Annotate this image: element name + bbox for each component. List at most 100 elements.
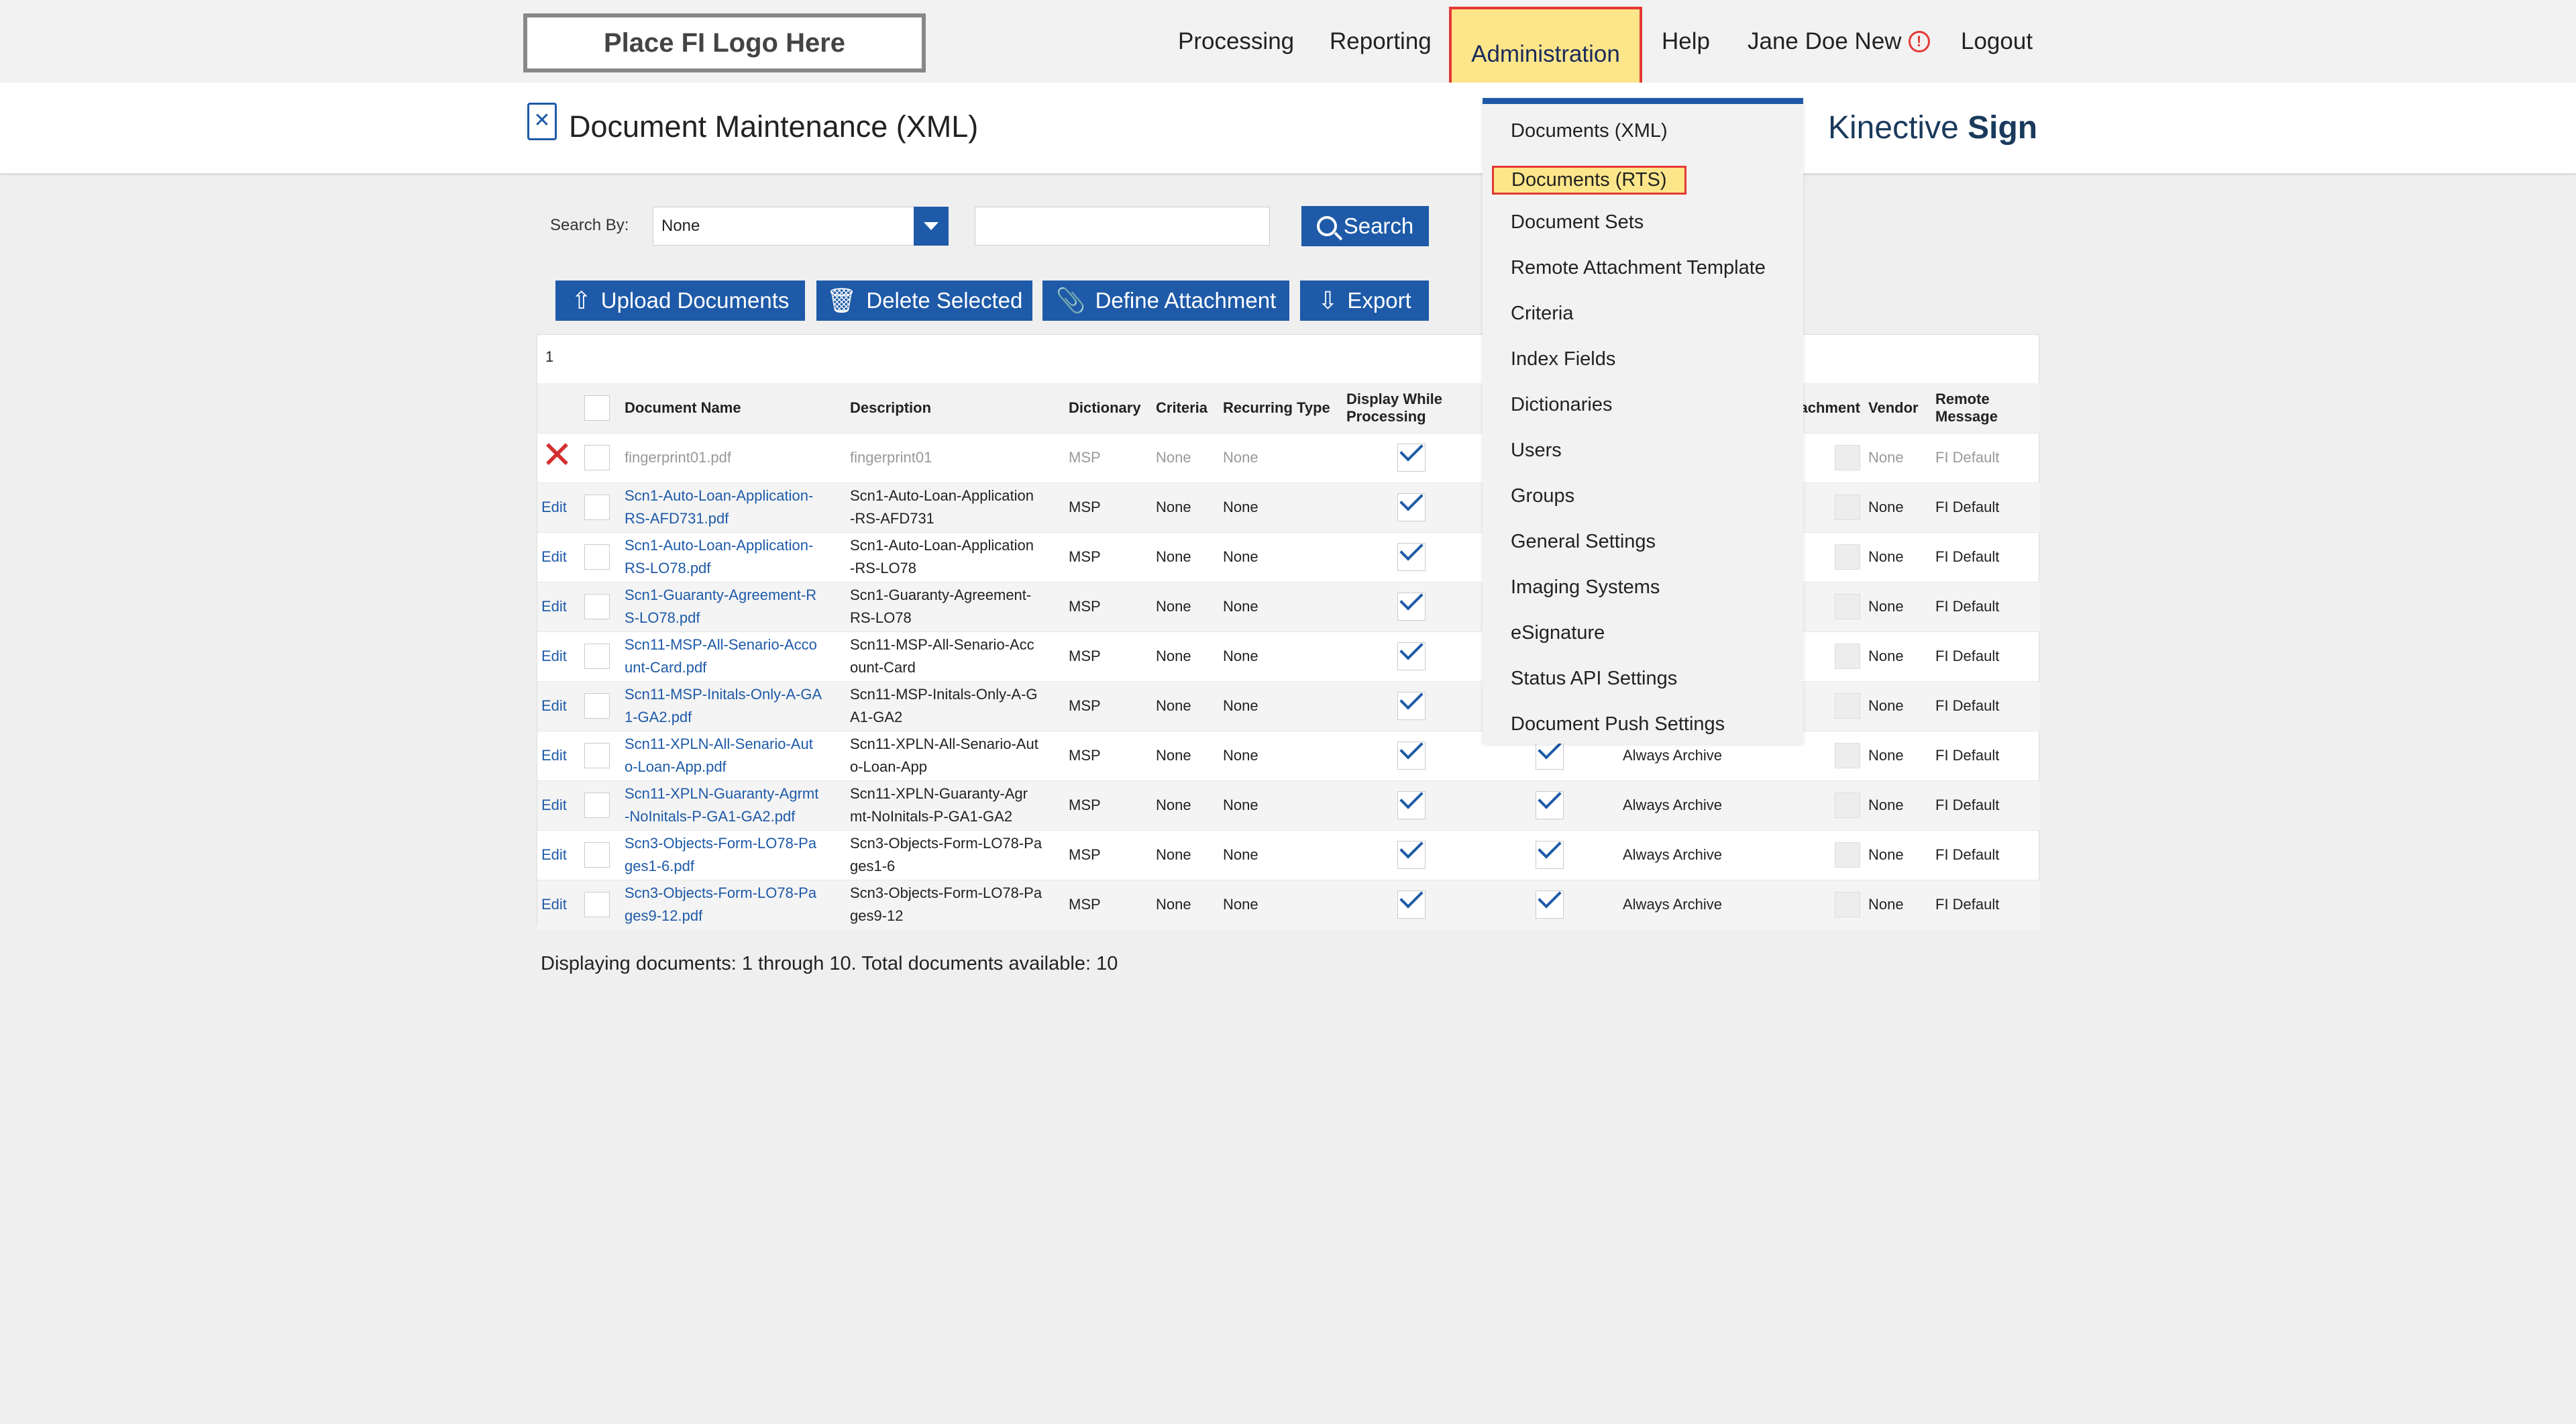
document-name[interactable]: Scn1-Auto-Loan-Application- RS-LO78.pdf	[621, 531, 846, 582]
edit-link[interactable]: Edit	[537, 730, 580, 780]
menu-item-documents-xml[interactable]: Documents (XML)	[1511, 120, 1668, 142]
vendor: None	[1864, 780, 1931, 830]
menu-item-document-push-settings[interactable]: Document Push Settings	[1511, 713, 1725, 735]
dictionary: MSP	[1065, 680, 1152, 731]
nav-reporting[interactable]: Reporting	[1330, 28, 1432, 54]
document-name[interactable]: Scn3-Objects-Form-LO78-Pa ges9-12.pdf	[621, 879, 846, 929]
display-while-processing	[1342, 829, 1481, 880]
pagination-summary: Displaying documents: 1 through 10. Tota…	[541, 953, 1118, 974]
menu-item-esignature[interactable]: eSignature	[1511, 622, 1605, 644]
menu-item-groups[interactable]: Groups	[1511, 485, 1575, 507]
row-checkbox[interactable]	[584, 892, 610, 918]
dictionary: MSP	[1065, 780, 1152, 830]
document-name[interactable]: Scn1-Auto-Loan-Application- RS-AFD731.pdf	[621, 482, 846, 532]
row-checkbox[interactable]	[584, 445, 610, 470]
search-by-select[interactable]: None	[653, 207, 948, 246]
delete-selected-button[interactable]: 🗑 Delete Selected	[816, 281, 1032, 321]
menu-item-document-sets[interactable]: Document Sets	[1511, 211, 1644, 233]
header-remote-message[interactable]: Remote Message	[1931, 383, 2040, 433]
export-button[interactable]: ⇩ Export	[1300, 281, 1429, 321]
menu-item-index-fields[interactable]: Index Fields	[1511, 348, 1616, 370]
remote-message: FI Default	[1931, 581, 2040, 631]
recurring-type: None	[1219, 581, 1342, 631]
chevron-down-icon[interactable]	[914, 207, 949, 246]
edit-link[interactable]: Edit	[537, 680, 580, 731]
menu-item-general-settings[interactable]: General Settings	[1511, 531, 1656, 552]
menu-item-documents-rts[interactable]: Documents (RTS)	[1492, 166, 1686, 195]
close-icon[interactable]: ✕	[541, 433, 573, 476]
remove-cell[interactable]: ✕	[537, 432, 580, 482]
header-select-all[interactable]	[580, 383, 621, 433]
nav-processing[interactable]: Processing	[1178, 28, 1295, 54]
header-description[interactable]: Description	[846, 383, 1065, 433]
brand-logo: Kinective Sign	[1828, 109, 2037, 146]
menu-item-criteria[interactable]: Criteria	[1511, 303, 1574, 324]
search-button[interactable]: Search	[1301, 206, 1429, 246]
row-checkbox[interactable]	[584, 842, 610, 868]
row-checkbox[interactable]	[584, 495, 610, 520]
row-checkbox[interactable]	[584, 544, 610, 570]
description-line2: A1-GA2	[850, 709, 903, 725]
trash-icon: 🗑	[826, 287, 857, 314]
header-dictionary[interactable]: Dictionary	[1065, 383, 1152, 433]
header-display-while-processing[interactable]: Display While Processing	[1342, 383, 1481, 433]
document-name-line2: ges9-12.pdf	[625, 907, 703, 925]
nav-help[interactable]: Help	[1662, 28, 1710, 54]
table-row: Edit Scn1-Auto-Loan-Application- RS-LO78.…	[537, 531, 2040, 582]
menu-item-users[interactable]: Users	[1511, 440, 1562, 461]
description: Scn11-MSP-Initals-Only-A-G A1-GA2	[846, 680, 1065, 731]
menu-item-remote-attachment-template[interactable]: Remote Attachment Template	[1511, 257, 1766, 278]
row-checkbox[interactable]	[584, 594, 610, 619]
pager[interactable]: 1	[545, 348, 554, 365]
select-all-checkbox[interactable]	[584, 395, 610, 421]
edit-link[interactable]: Edit	[537, 581, 580, 631]
define-attachment-button[interactable]: 📎 Define Attachment	[1042, 281, 1289, 321]
document-name[interactable]: Scn11-XPLN-All-Senario-Aut o-Loan-App.pdf	[621, 730, 846, 780]
description-line2: ges9-12	[850, 907, 904, 925]
edit-link[interactable]: Edit	[537, 780, 580, 830]
edit-link[interactable]: Edit	[537, 531, 580, 582]
check-icon	[1536, 785, 1564, 819]
header-document-name[interactable]: Document Name	[621, 383, 846, 433]
dictionary: MSP	[1065, 432, 1152, 482]
document-name[interactable]: Scn3-Objects-Form-LO78-Pa ges1-6.pdf	[621, 829, 846, 880]
document-name[interactable]: Scn11-MSP-Initals-Only-A-GA 1-GA2.pdf	[621, 680, 846, 731]
edit-link[interactable]: Edit	[537, 829, 580, 880]
document-name[interactable]: Scn1-Guaranty-Agreement-R S-LO78.pdf	[621, 581, 846, 631]
header-vendor[interactable]: Vendor	[1864, 383, 1931, 433]
edit-link[interactable]: Edit	[537, 631, 580, 681]
logo-placeholder[interactable]: Place FI Logo Here	[523, 13, 926, 72]
menu-item-status-api-settings[interactable]: Status API Settings	[1511, 668, 1678, 689]
paperclip-icon: 📎	[1055, 287, 1086, 314]
nav-logout[interactable]: Logout	[1961, 28, 2033, 54]
check-icon	[1397, 686, 1426, 720]
search-input[interactable]	[975, 207, 1270, 246]
edit-link[interactable]: Edit	[537, 482, 580, 532]
row-checkbox[interactable]	[584, 743, 610, 768]
row-checkbox[interactable]	[584, 693, 610, 719]
search-by-label: Search By:	[550, 216, 629, 234]
row-checkbox[interactable]	[584, 793, 610, 818]
document-name[interactable]: Scn11-XPLN-Guaranty-Agrmt -NoInitals-P-GA…	[621, 780, 846, 830]
menu-item-imaging-systems[interactable]: Imaging Systems	[1511, 576, 1660, 598]
check-icon	[1397, 735, 1426, 770]
header-remote-line1: Remote	[1935, 390, 1990, 407]
header-attachment[interactable]: achment	[1793, 383, 1864, 433]
display-while-processing	[1342, 482, 1481, 532]
header-remote-line2: Message	[1935, 407, 1998, 425]
document-name-line1: Scn11-MSP-All-Senario-Acco	[625, 636, 817, 653]
row-checkbox[interactable]	[584, 644, 610, 669]
header-criteria[interactable]: Criteria	[1152, 383, 1219, 433]
nav-user[interactable]: Jane Doe New !	[1748, 0, 1930, 83]
document-name[interactable]: Scn11-MSP-All-Senario-Acco unt-Card.pdf	[621, 631, 846, 681]
edit-link[interactable]: Edit	[537, 879, 580, 929]
attachment	[1793, 780, 1864, 830]
upload-documents-button[interactable]: ⇧ Upload Documents	[555, 281, 805, 321]
document-name-line1: Scn11-MSP-Initals-Only-A-GA	[625, 686, 822, 703]
check-icon	[1397, 587, 1426, 621]
attachment	[1793, 829, 1864, 880]
header-recurring-type[interactable]: Recurring Type	[1219, 383, 1342, 433]
recurring-type: None	[1219, 879, 1342, 929]
menu-item-dictionaries[interactable]: Dictionaries	[1511, 394, 1613, 415]
alert-icon[interactable]: !	[1908, 30, 1930, 52]
